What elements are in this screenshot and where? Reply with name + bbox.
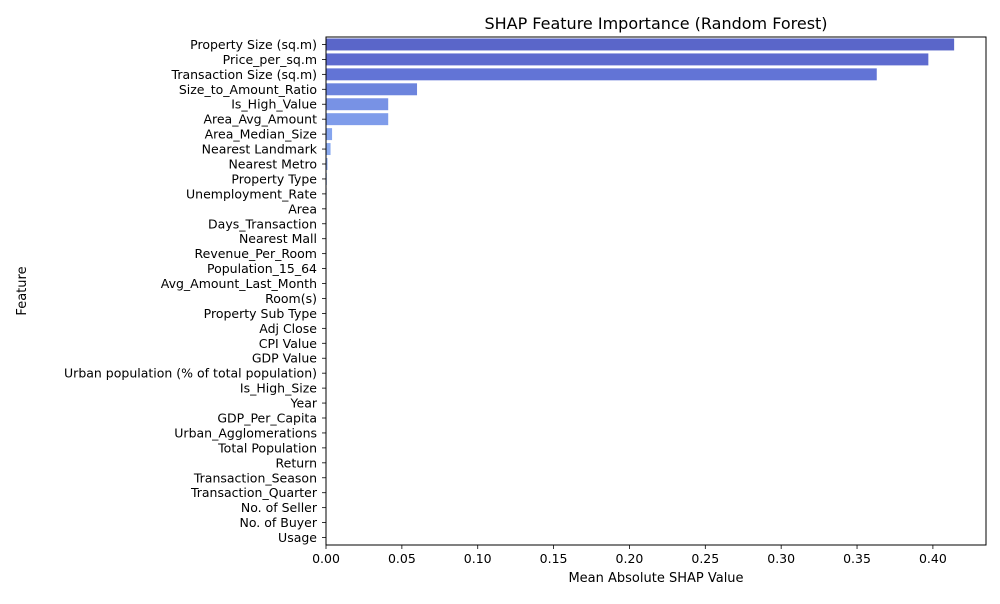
- x-tick-label: 0.25: [691, 551, 719, 566]
- y-tick-label: GDP_Per_Capita: [217, 411, 317, 426]
- y-tick-label: Area_Median_Size: [205, 127, 318, 142]
- y-tick-label: Property Sub Type: [204, 306, 318, 321]
- y-tick-label: Is_High_Size: [240, 381, 317, 396]
- x-tick-label: 0.35: [843, 551, 871, 566]
- y-tick-label: Transaction Size (sq.m): [171, 67, 317, 82]
- y-tick-label: Nearest Mall: [239, 231, 317, 246]
- y-tick-label: GDP Value: [252, 351, 317, 366]
- bar: [326, 53, 928, 65]
- y-tick-label: Adj Close: [259, 321, 317, 336]
- y-tick-label: Avg_Amount_Last_Month: [161, 276, 317, 291]
- bar: [326, 98, 388, 110]
- bar: [326, 83, 417, 95]
- x-tick-label: 0.00: [312, 551, 340, 566]
- y-tick-label: Property Size (sq.m): [190, 37, 317, 52]
- y-tick-label: Year: [290, 396, 318, 411]
- y-axis-label: Feature: [15, 266, 30, 315]
- x-axis-label: Mean Absolute SHAP Value: [568, 571, 743, 586]
- x-tick-label: 0.05: [388, 551, 416, 566]
- x-tick-label: 0.15: [540, 551, 568, 566]
- y-tick-label: No. of Seller: [241, 500, 318, 515]
- y-tick-label: CPI Value: [259, 336, 318, 351]
- y-tick-label: Area_Avg_Amount: [203, 112, 317, 127]
- plot-frame: [326, 37, 986, 545]
- y-tick-label: Transaction_Season: [193, 470, 317, 485]
- bar: [326, 68, 877, 80]
- y-tick-labels: Property Size (sq.m)Price_per_sq.mTransa…: [64, 37, 326, 545]
- y-tick-label: Total Population: [217, 440, 317, 455]
- y-tick-label: Population_15_64: [207, 261, 317, 276]
- y-tick-label: Usage: [278, 530, 317, 545]
- bar: [326, 143, 331, 155]
- x-tick-label: 0.40: [919, 551, 947, 566]
- bars-layer: [326, 38, 954, 543]
- y-tick-label: Is_High_Value: [231, 97, 317, 112]
- bar: [326, 128, 332, 140]
- chart-title: SHAP Feature Importance (Random Forest): [484, 14, 827, 33]
- y-tick-label: Price_per_sq.m: [223, 52, 317, 67]
- y-tick-label: Nearest Landmark: [202, 142, 318, 157]
- y-tick-label: Unemployment_Rate: [186, 186, 317, 201]
- y-tick-label: Urban_Agglomerations: [174, 425, 317, 440]
- y-tick-label: Nearest Metro: [228, 157, 317, 172]
- y-tick-label: Size_to_Amount_Ratio: [179, 82, 317, 97]
- y-tick-label: Days_Transaction: [208, 216, 317, 231]
- y-tick-label: No. of Buyer: [240, 515, 318, 530]
- x-tick-label: 0.10: [464, 551, 492, 566]
- y-tick-label: Room(s): [265, 291, 317, 306]
- x-tick-label: 0.30: [767, 551, 795, 566]
- bar: [326, 38, 954, 50]
- bar: [326, 113, 388, 125]
- y-tick-label: Area: [288, 201, 317, 216]
- y-tick-label: Revenue_Per_Room: [195, 246, 317, 261]
- x-tick-label: 0.20: [616, 551, 644, 566]
- y-tick-label: Return: [276, 455, 317, 470]
- y-tick-label: Property Type: [231, 171, 317, 186]
- y-tick-label: Urban population (% of total population): [64, 366, 317, 381]
- y-tick-label: Transaction_Quarter: [190, 485, 318, 500]
- x-tick-labels: 0.00 0.05 0.10 0.15 0.20 0.25 0.30 0.35 0.40: [312, 545, 947, 566]
